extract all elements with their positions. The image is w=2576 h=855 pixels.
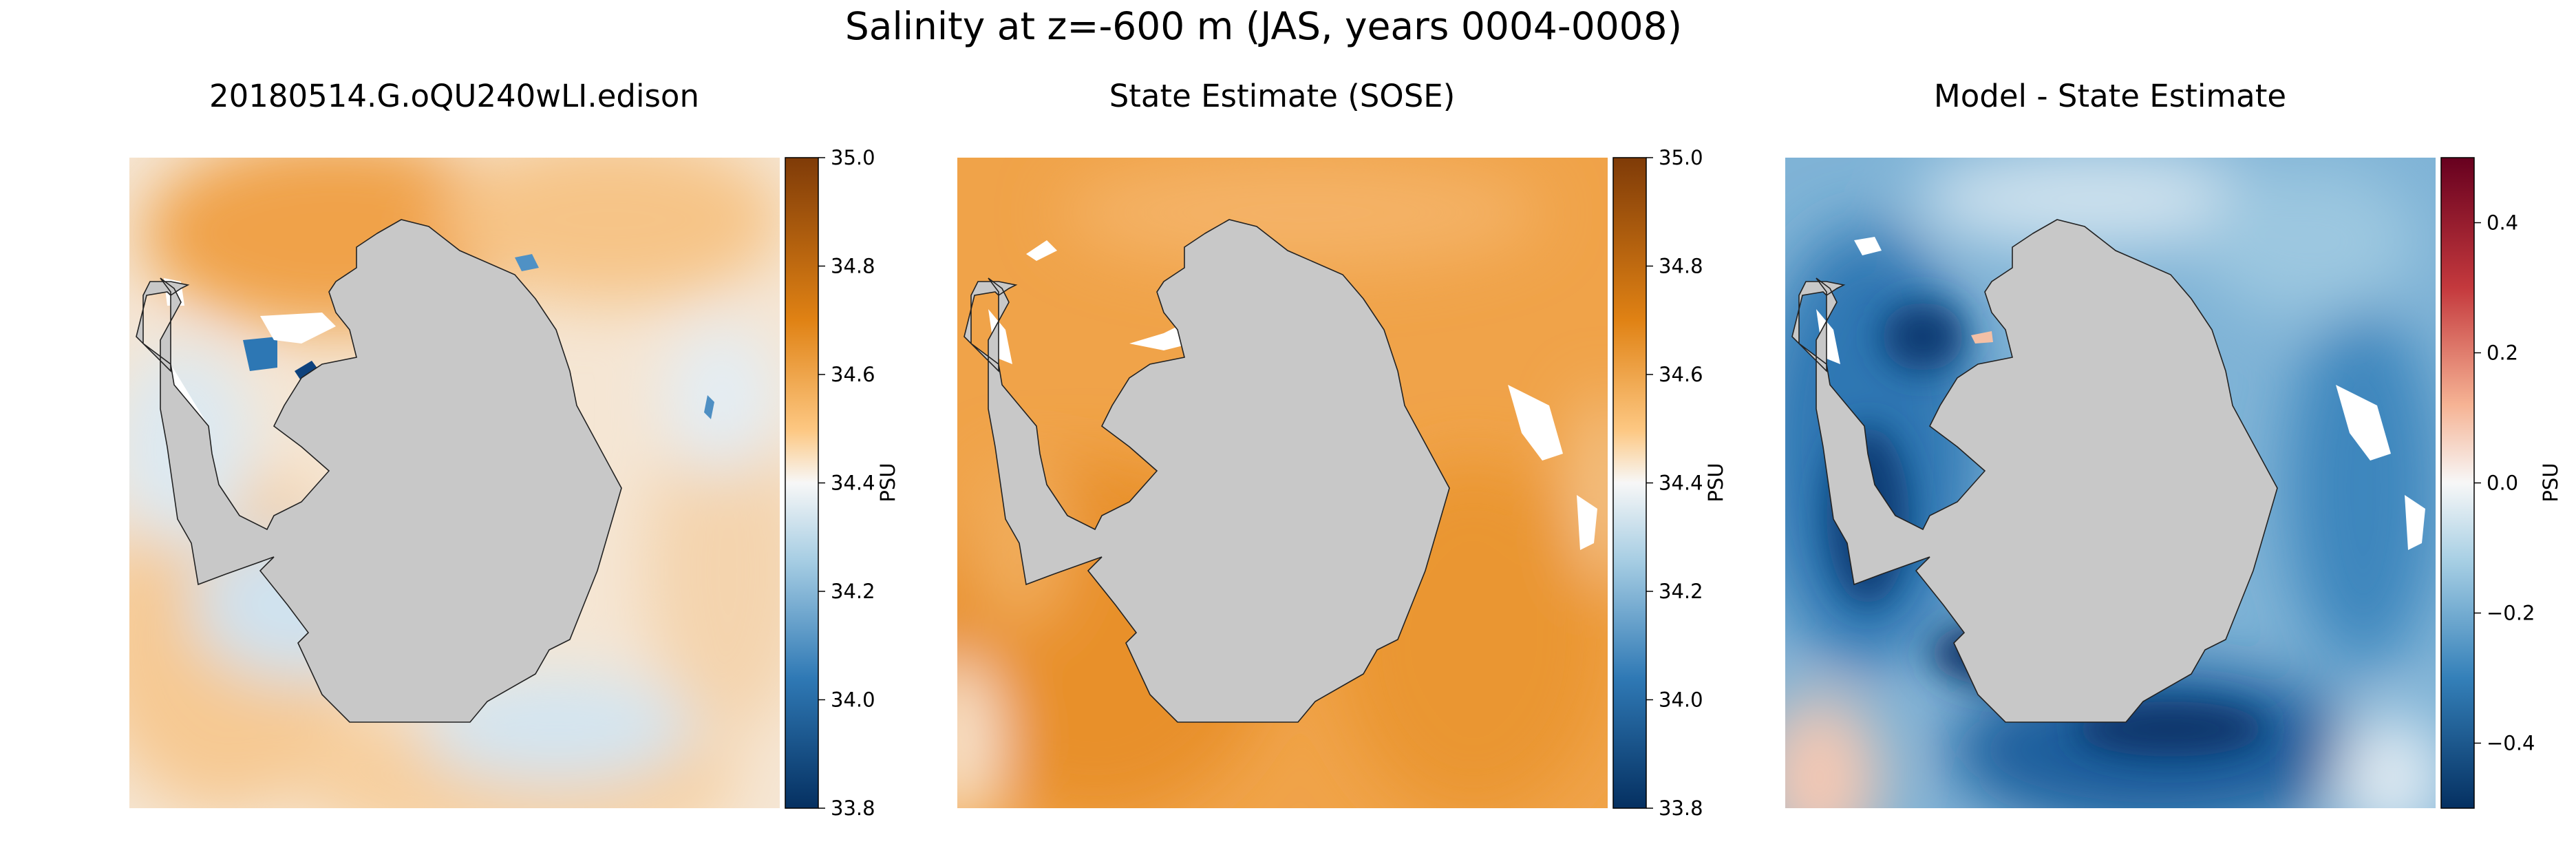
colorbar-tick-label: 34.6	[831, 363, 875, 386]
panel-model-title: 20180514.G.oQU240wLI.edison	[209, 78, 699, 114]
panel-sose-field	[957, 158, 1608, 808]
colorbar-tick-label: 34.4	[1659, 472, 1703, 495]
colorbar-tick-label: −0.4	[2487, 732, 2535, 755]
colorbar-diff-ticks: 0.4 0.2 0.0 −0.2 −0.4	[2474, 211, 2535, 755]
panel-model-field	[129, 158, 780, 808]
panel-diff-title: Model - State Estimate	[1934, 78, 2286, 114]
colorbar-model-label: PSU	[876, 463, 900, 502]
colorbar-tick-label: 34.8	[1659, 255, 1703, 278]
colorbar-tick-label: 34.0	[831, 688, 875, 712]
colorbar-tick-label: 0.2	[2487, 341, 2518, 365]
colorbar-tick-label: 34.0	[1659, 688, 1703, 712]
panel-diff	[1785, 158, 2436, 808]
colorbar-tick-label: 0.0	[2487, 472, 2518, 495]
colorbar-tick-label: 34.8	[831, 255, 875, 278]
colorbar-tick-label: 34.6	[1659, 363, 1703, 386]
colorbar-diff-gradient	[2440, 157, 2475, 809]
panel-sose-title: State Estimate (SOSE)	[1109, 78, 1456, 114]
colorbar-tick-label: 0.4	[2487, 211, 2518, 235]
figure-suptitle: Salinity at z=-600 m (JAS, years 0004-00…	[845, 4, 1682, 48]
colorbar-model-gradient	[785, 157, 819, 809]
colorbar-tick-label: 34.4	[831, 472, 875, 495]
colorbar-tick-label: 35.0	[831, 146, 875, 169]
colorbar-diff: 0.4 0.2 0.0 −0.2 −0.4 PSU	[2440, 157, 2562, 809]
panel-model	[129, 158, 780, 808]
colorbar-tick-label: 34.2	[1659, 580, 1703, 603]
colorbar-tick-label: 34.2	[831, 580, 875, 603]
colorbar-sose-gradient	[1612, 157, 1647, 809]
panel-diff-field	[1785, 158, 2436, 808]
colorbar-model-ticks: 35.0 34.8 34.6 34.4 34.2 34.0 33.8	[818, 146, 875, 820]
colorbar-tick-label: 33.8	[1659, 796, 1703, 820]
colorbar-sose-label: PSU	[1704, 463, 1727, 502]
colorbar-sose: 35.0 34.8 34.6 34.4 34.2 34.0 33.8 PSU	[1612, 146, 1727, 820]
colorbar-diff-label: PSU	[2539, 463, 2562, 502]
colorbar-model: 35.0 34.8 34.6 34.4 34.2 34.0 33.8 PSU	[785, 146, 900, 820]
colorbar-tick-label: −0.2	[2487, 602, 2535, 625]
colorbar-sose-ticks: 35.0 34.8 34.6 34.4 34.2 34.0 33.8	[1646, 146, 1703, 820]
colorbar-tick-label: 33.8	[831, 796, 875, 820]
colorbar-tick-label: 35.0	[1659, 146, 1703, 169]
panel-sose	[957, 158, 1608, 808]
